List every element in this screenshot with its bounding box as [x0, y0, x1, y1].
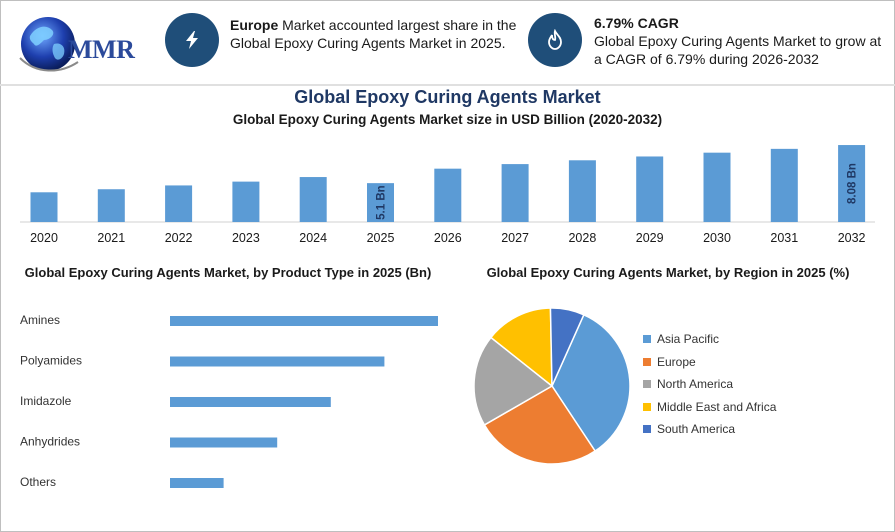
- flame-badge: [528, 13, 582, 67]
- slice-middle-east-and-africa: [489, 307, 553, 388]
- x-tick-label: 2027: [501, 231, 529, 245]
- market-size-bar-chart: 2020 2021 2022 2023 2024 2025 5.1 Bn 2026 2027 20…: [20, 145, 875, 245]
- legend-swatch: [643, 425, 651, 434]
- bar-2025: [367, 183, 394, 222]
- x-tick-label: 2022: [165, 231, 193, 245]
- data-label-2025: 5.1 Bn: [376, 185, 388, 220]
- lightning-badge: [165, 13, 219, 67]
- europe-info: Europe Market accounted largest share in…: [230, 16, 520, 52]
- product-type-bar-chart: Amines Polyamides Imidazole Anhydrides Other…: [20, 313, 438, 489]
- legend-item: Asia Pacific: [643, 328, 776, 351]
- slice-asia-pacific: [551, 313, 631, 453]
- bar-2023: [232, 181, 260, 222]
- category-label: Polyamides: [20, 354, 82, 368]
- x-tick-label: 2023: [232, 231, 260, 245]
- info1-text: Market accounted largest share in the Gl…: [230, 17, 517, 51]
- logo-text: MMR: [68, 35, 135, 64]
- x-tick-label: 2030: [703, 231, 731, 245]
- legend-label: Middle East and Africa: [657, 399, 777, 414]
- region-legend: Asia Pacific Europe North America Middle Ea…: [643, 328, 776, 441]
- category-label: Anhydrides: [20, 435, 80, 449]
- main-title: Global Epoxy Curing Agents Market: [294, 87, 601, 107]
- slice-south-america: [549, 307, 585, 387]
- bar-2026: [434, 168, 462, 222]
- category-label: Others: [20, 475, 56, 489]
- sub-title: Global Epoxy Curing Agents Market size i…: [232, 112, 663, 127]
- bar-2024: [299, 177, 327, 222]
- slice-north-america: [473, 336, 554, 426]
- x-tick-label: 2024: [299, 231, 327, 245]
- bar-2022: [165, 185, 193, 222]
- x-tick-label: 2021: [97, 231, 125, 245]
- flame-icon: [548, 29, 562, 50]
- info1-bold: Europe: [230, 17, 279, 33]
- x-tick-label: 2020: [30, 231, 58, 245]
- category-label: Imidazole: [20, 394, 72, 408]
- globe-icon: [19, 17, 79, 72]
- bar-2020: [30, 192, 58, 222]
- bar-2027: [501, 164, 529, 222]
- bar-amines: [170, 316, 438, 326]
- bar-others: [170, 478, 224, 488]
- bar-polyamides: [170, 356, 385, 367]
- bar-imidazole: [170, 397, 331, 407]
- legend-item: Middle East and Africa: [643, 396, 776, 419]
- legend-swatch: [643, 380, 651, 389]
- bar-2032: [838, 145, 866, 222]
- product-type-title: Global Epoxy Curing Agents Market, by Pr…: [24, 265, 432, 280]
- legend-swatch: [643, 335, 651, 344]
- legend-item: South America: [643, 418, 776, 441]
- bar-2028: [568, 160, 596, 222]
- legend-label: Asia Pacific: [657, 332, 720, 347]
- lightning-icon: [186, 31, 198, 49]
- bar-2030: [703, 152, 731, 222]
- x-tick-label: 2031: [770, 231, 798, 245]
- bar-2031: [770, 148, 798, 222]
- info2-bold: 6.79% CAGR: [594, 15, 679, 31]
- legend-swatch: [643, 357, 651, 366]
- region-pie-chart: [473, 307, 631, 465]
- cagr-info: 6.79% CAGR Global Epoxy Curing Agents Mar…: [594, 14, 892, 68]
- legend-label: South America: [657, 422, 736, 437]
- legend-item: Europe: [643, 351, 776, 374]
- bar-2029: [636, 156, 664, 222]
- x-tick-label: 2032: [838, 231, 866, 245]
- legend-label: North America: [657, 377, 734, 392]
- category-label: Amines: [20, 313, 60, 327]
- header-divider: [0, 84, 895, 86]
- slice-europe: [483, 384, 597, 465]
- x-tick-label: 2026: [434, 231, 462, 245]
- info2-text: Global Epoxy Curing Agents Market to gro…: [594, 33, 882, 67]
- legend-label: Europe: [657, 354, 696, 369]
- legend-swatch: [643, 402, 651, 411]
- data-label-2032: 8.08 Bn: [847, 163, 859, 204]
- bar-anhydrides: [170, 437, 278, 448]
- legend-item: North America: [643, 373, 776, 396]
- x-tick-label: 2025: [367, 231, 395, 245]
- bar-2021: [97, 189, 125, 222]
- x-tick-label: 2029: [636, 231, 664, 245]
- x-tick-label: 2028: [568, 231, 596, 245]
- region-title: Global Epoxy Curing Agents Market, by Re…: [486, 265, 850, 280]
- header: MMR Europe Market accounted largest shar…: [0, 0, 895, 84]
